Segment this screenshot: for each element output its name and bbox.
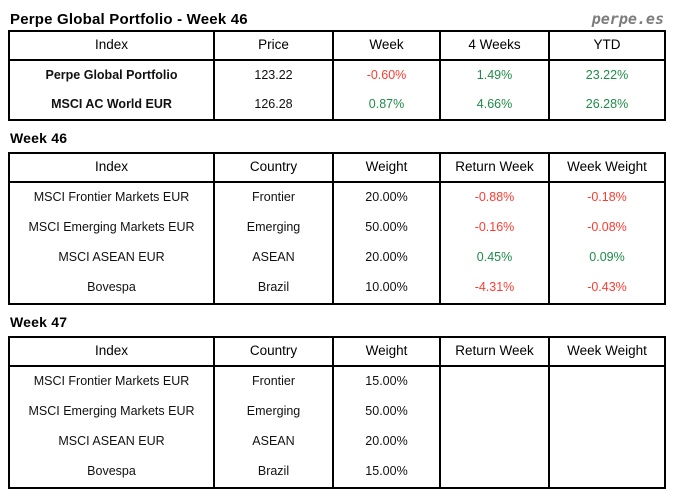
cell-ytd: 23.22%	[585, 67, 629, 82]
cell-index: Bovespa	[10, 273, 215, 303]
cell-weight: 15.00%	[334, 457, 441, 487]
week46-table: Index Country Weight Return Week Week We…	[8, 152, 666, 305]
cell-ytd: 26.28%	[585, 96, 629, 111]
cell-return-week: -0.88%	[441, 183, 550, 213]
column-header-week: Week	[334, 32, 441, 61]
cell-index: MSCI Emerging Markets EUR	[10, 397, 215, 427]
cell-week-weight: -0.18%	[587, 190, 627, 205]
page-title: Perpe Global Portfolio - Week 46	[10, 11, 248, 28]
cell-week: 0.87%	[334, 90, 441, 119]
report-page: Perpe Global Portfolio - Week 46 perpe.e…	[8, 6, 666, 489]
column-header-index: Index	[10, 32, 215, 61]
column-header-week-weight: Week Weight	[550, 338, 664, 367]
cell-price: 126.28	[215, 90, 334, 119]
cell-week-weight	[550, 457, 664, 487]
cell-weight: 10.00%	[334, 273, 441, 303]
column-header-weight: Weight	[334, 338, 441, 367]
column-header-price: Price	[215, 32, 334, 61]
summary-table: Index Price Week 4 Weeks YTD Perpe Globa…	[8, 30, 666, 121]
brand-logo: perpe.es	[591, 10, 664, 28]
cell-week-weight: -0.43%	[587, 280, 627, 295]
cell-return-week: 0.45%	[441, 243, 550, 273]
cell-country: ASEAN	[215, 427, 334, 457]
cell-4weeks: 1.49%	[441, 61, 550, 90]
cell-index: Bovespa	[10, 457, 215, 487]
cell-week-weight: 0.09%	[589, 250, 625, 265]
week47-table: Index Country Weight Return Week Week We…	[8, 336, 666, 489]
cell-weight: 20.00%	[334, 427, 441, 457]
column-header-index: Index	[10, 154, 215, 183]
cell-4weeks: 4.66%	[441, 90, 550, 119]
cell-weight: 20.00%	[334, 183, 441, 213]
document-header: Perpe Global Portfolio - Week 46 perpe.e…	[8, 6, 666, 28]
cell-country: Brazil	[215, 457, 334, 487]
cell-index: MSCI Frontier Markets EUR	[10, 183, 215, 213]
section-heading-week47: Week 47	[10, 314, 68, 330]
cell-return-week	[441, 397, 550, 427]
cell-index: Perpe Global Portfolio	[10, 61, 215, 90]
column-header-country: Country	[215, 338, 334, 367]
cell-country: ASEAN	[215, 243, 334, 273]
cell-country: Frontier	[215, 367, 334, 397]
column-header-index: Index	[10, 338, 215, 367]
cell-week-weight: -0.08%	[587, 220, 627, 235]
cell-week-weight	[550, 367, 664, 397]
cell-return-week: -0.16%	[441, 213, 550, 243]
cell-week: -0.60%	[334, 61, 441, 90]
cell-return-week: -4.31%	[441, 273, 550, 303]
column-header-weight: Weight	[334, 154, 441, 183]
cell-index: MSCI Emerging Markets EUR	[10, 213, 215, 243]
cell-weight: 50.00%	[334, 397, 441, 427]
cell-price: 123.22	[215, 61, 334, 90]
cell-index: MSCI Frontier Markets EUR	[10, 367, 215, 397]
cell-country: Brazil	[215, 273, 334, 303]
column-header-country: Country	[215, 154, 334, 183]
column-header-week-weight: Week Weight	[550, 154, 664, 183]
column-header-return-week: Return Week	[441, 338, 550, 367]
cell-return-week	[441, 367, 550, 397]
cell-weight: 20.00%	[334, 243, 441, 273]
cell-country: Emerging	[215, 397, 334, 427]
cell-country: Frontier	[215, 183, 334, 213]
column-header-4weeks: 4 Weeks	[441, 32, 550, 61]
column-header-ytd: YTD	[550, 32, 664, 61]
cell-index: MSCI ASEAN EUR	[10, 427, 215, 457]
cell-week-weight	[550, 397, 664, 427]
cell-index: MSCI AC World EUR	[10, 90, 215, 119]
cell-return-week	[441, 427, 550, 457]
cell-index: MSCI ASEAN EUR	[10, 243, 215, 273]
section-heading-week46: Week 46	[10, 130, 68, 146]
cell-week-weight	[550, 427, 664, 457]
cell-return-week	[441, 457, 550, 487]
cell-weight: 50.00%	[334, 213, 441, 243]
cell-country: Emerging	[215, 213, 334, 243]
cell-weight: 15.00%	[334, 367, 441, 397]
column-header-return-week: Return Week	[441, 154, 550, 183]
